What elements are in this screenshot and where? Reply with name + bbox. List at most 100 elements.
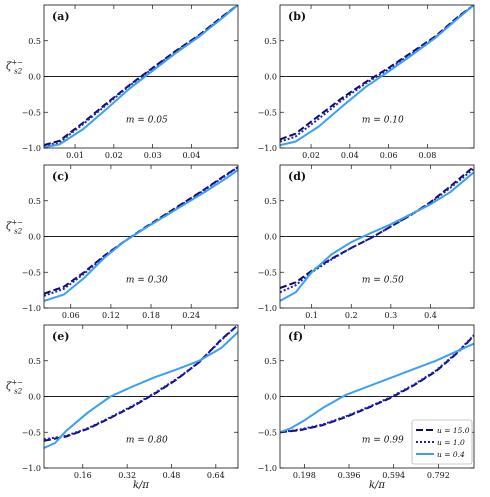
y-axis-label-sup: +− xyxy=(11,378,23,386)
x-tick-label: 0.02 xyxy=(105,151,123,160)
y-tick-label: −1.0 xyxy=(22,304,41,313)
y-tick-label: −0.5 xyxy=(22,268,41,277)
panel-a: 0.01 0.02 0.03 0.04 −1.0 −0.5 0.0 0.5 (a) m = 0.0… xyxy=(22,4,239,160)
series-group xyxy=(280,5,474,147)
series-line xyxy=(280,342,474,434)
x-tick-label: 0.03 xyxy=(144,151,162,160)
y-tick-label: −0.5 xyxy=(258,268,277,277)
y-axis-label-sub: s2 xyxy=(14,67,23,75)
series-line xyxy=(280,171,474,302)
legend-item: u = 15.0 xyxy=(437,426,470,435)
x-tick-label: 0.24 xyxy=(182,311,200,320)
y-tick-label: 0.5 xyxy=(28,197,41,206)
x-tick-label: 0.64 xyxy=(207,471,225,480)
series-group xyxy=(280,165,474,302)
y-tick-label: −0.5 xyxy=(22,108,41,117)
series-line xyxy=(280,165,474,289)
series-line xyxy=(280,5,474,143)
legend: u = 15.0 u = 1.0 u = 0.4 xyxy=(411,419,473,465)
m-annotation: m = 0.80 xyxy=(126,435,168,445)
x-tick-label: 0.08 xyxy=(419,151,437,160)
y-tick-label: 0.0 xyxy=(264,233,277,242)
m-annotation: m = 0.50 xyxy=(362,275,404,285)
x-tick-label: 0.04 xyxy=(183,151,201,160)
y-axis-label-sup: +− xyxy=(11,58,23,66)
legend-item: u = 0.4 xyxy=(437,450,465,459)
x-tick-label: 0.01 xyxy=(66,151,84,160)
m-annotation: m = 0.30 xyxy=(126,275,168,285)
x-tick-label: 0.1 xyxy=(305,311,318,320)
m-annotation: m = 0.99 xyxy=(362,435,404,445)
series-group xyxy=(44,5,238,148)
legend-item: u = 1.0 xyxy=(437,438,465,447)
panel-e: 0.16 0.32 0.48 0.64 −1.0 −0.5 0.0 0.5 (e) m = 0.8… xyxy=(22,324,239,480)
y-tick-label: −1.0 xyxy=(258,304,277,313)
series-line xyxy=(44,5,238,147)
series-line xyxy=(44,169,238,302)
x-tick-label: 0.16 xyxy=(74,471,92,480)
series-group xyxy=(44,325,238,449)
m-annotation: m = 0.10 xyxy=(362,115,404,125)
x-tick-label: 0.32 xyxy=(118,471,136,480)
x-tick-label: 0.04 xyxy=(341,151,359,160)
y-tick-label: 0.0 xyxy=(28,73,41,82)
y-axis-label-sub: s2 xyxy=(14,227,23,235)
x-tick-label: 0.792 xyxy=(427,471,450,480)
x-tick-label: 0.06 xyxy=(62,311,80,320)
series-line xyxy=(44,5,238,148)
x-tick-label: 0.48 xyxy=(163,471,181,480)
x-axis-label: k/π xyxy=(369,480,385,491)
y-tick-label: 0.0 xyxy=(264,393,277,402)
series-line xyxy=(280,5,474,147)
panel-label: (e) xyxy=(52,330,69,343)
y-tick-label: 0.0 xyxy=(28,393,41,402)
series-group xyxy=(280,334,474,434)
series-line xyxy=(44,5,238,147)
y-tick-label: −0.5 xyxy=(258,108,277,117)
x-tick-label: 0.3 xyxy=(384,311,397,320)
x-axis-label: k/π xyxy=(133,480,149,491)
series-line xyxy=(44,331,238,449)
panel-label: (d) xyxy=(288,170,306,183)
panel-f: 0.198 0.396 0.594 0.792 −1.0 −0.5 0.0 0.5 (f) m =… xyxy=(258,324,475,480)
x-tick-label: 0.594 xyxy=(382,471,405,480)
y-tick-label: 0.0 xyxy=(264,73,277,82)
y-tick-label: 0.5 xyxy=(264,37,277,46)
series-line xyxy=(280,334,474,434)
y-tick-label: 0.5 xyxy=(28,37,41,46)
y-tick-label: 0.0 xyxy=(28,233,41,242)
y-axis-label: ζ+− s2 xyxy=(6,58,23,75)
x-tick-label: 0.4 xyxy=(424,311,437,320)
series-line xyxy=(280,335,474,434)
panel-label: (b) xyxy=(288,10,306,23)
x-tick-label: 0.2 xyxy=(345,311,358,320)
y-tick-label: −1.0 xyxy=(22,464,41,473)
x-tick-label: 0.198 xyxy=(293,471,316,480)
y-tick-label: −0.5 xyxy=(22,428,41,437)
x-tick-label: 0.06 xyxy=(380,151,398,160)
x-tick-label: 0.02 xyxy=(302,151,320,160)
y-axis-label-sub: s2 xyxy=(14,387,23,395)
series-line xyxy=(44,325,238,441)
panel-c: 0.06 0.12 0.18 0.24 −1.0 −0.5 0.0 0.5 (c) m = 0.3… xyxy=(22,164,239,320)
y-tick-label: −1.0 xyxy=(258,464,277,473)
x-tick-label: 0.12 xyxy=(102,311,120,320)
x-tick-label: 0.18 xyxy=(142,311,160,320)
y-axis-label-sup: +− xyxy=(11,218,23,226)
x-tick-label: 0.396 xyxy=(338,471,361,480)
y-axis-label: ζ+− s2 xyxy=(6,218,23,235)
y-tick-label: 0.5 xyxy=(28,357,41,366)
y-axis-label: ζ+− s2 xyxy=(6,378,23,395)
y-tick-label: −1.0 xyxy=(258,144,277,153)
y-tick-label: 0.5 xyxy=(264,197,277,206)
panel-b: 0.02 0.04 0.06 0.08 −1.0 −0.5 0.0 0.5 (b) m = 0.1… xyxy=(258,4,475,160)
series-line xyxy=(280,5,474,141)
m-annotation: m = 0.05 xyxy=(126,115,168,125)
panel-d: 0.1 0.2 0.3 0.4 −1.0 −0.5 0.0 0.5 (d) m = 0.50 xyxy=(258,164,475,320)
panel-label: (f) xyxy=(288,330,303,343)
y-tick-label: −0.5 xyxy=(258,428,277,437)
series-group xyxy=(44,166,238,302)
y-tick-label: 0.5 xyxy=(264,357,277,366)
panel-label: (c) xyxy=(52,170,69,183)
